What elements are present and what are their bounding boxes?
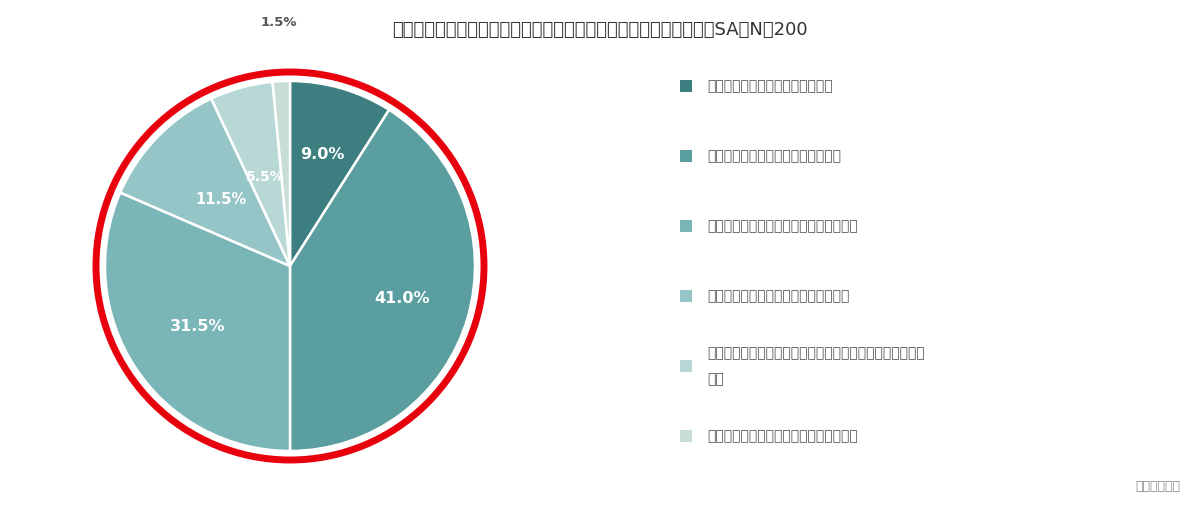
FancyBboxPatch shape: [680, 290, 692, 302]
Wedge shape: [290, 110, 475, 451]
Text: 11.5%: 11.5%: [196, 192, 246, 206]
FancyBboxPatch shape: [680, 360, 692, 372]
Text: 1.5%: 1.5%: [260, 16, 296, 29]
Text: ストレスや悩みを抱えることは全くない: ストレスや悩みを抱えることは全くない: [707, 429, 858, 443]
Text: あまり話せていない・吐き出せていない: あまり話せていない・吐き出せていない: [707, 219, 858, 233]
Text: ヤマハ㈱調べ: ヤマハ㈱調べ: [1135, 480, 1180, 493]
Text: 41.0%: 41.0%: [374, 291, 430, 306]
Text: 全く話せていない・吐き出せていない: 全く話せていない・吐き出せていない: [707, 289, 850, 303]
FancyBboxPatch shape: [680, 430, 692, 442]
Wedge shape: [272, 81, 290, 266]
Text: ない: ない: [707, 372, 724, 386]
Text: 全て話せている・吐き出せている: 全て話せている・吐き出せている: [707, 79, 833, 93]
Text: ストレスや悩みを誰かに話したり、吐き出したいとは思わ: ストレスや悩みを誰かに話したり、吐き出したいとは思わ: [707, 346, 925, 360]
Wedge shape: [290, 81, 389, 266]
FancyBboxPatch shape: [680, 220, 692, 232]
Text: 5.5%: 5.5%: [246, 170, 284, 184]
Text: 9.0%: 9.0%: [300, 146, 344, 162]
FancyBboxPatch shape: [680, 150, 692, 162]
Wedge shape: [211, 82, 290, 266]
Wedge shape: [106, 193, 290, 451]
Text: 一部、話せている・吐き出せている: 一部、話せている・吐き出せている: [707, 149, 841, 163]
Text: 31.5%: 31.5%: [169, 319, 224, 334]
FancyBboxPatch shape: [680, 80, 692, 92]
Wedge shape: [120, 98, 290, 266]
Text: ストレスや悩みを感じた時、誰かに話したり、吐き出せているか（SA）N＝200: ストレスや悩みを感じた時、誰かに話したり、吐き出せているか（SA）N＝200: [392, 21, 808, 39]
